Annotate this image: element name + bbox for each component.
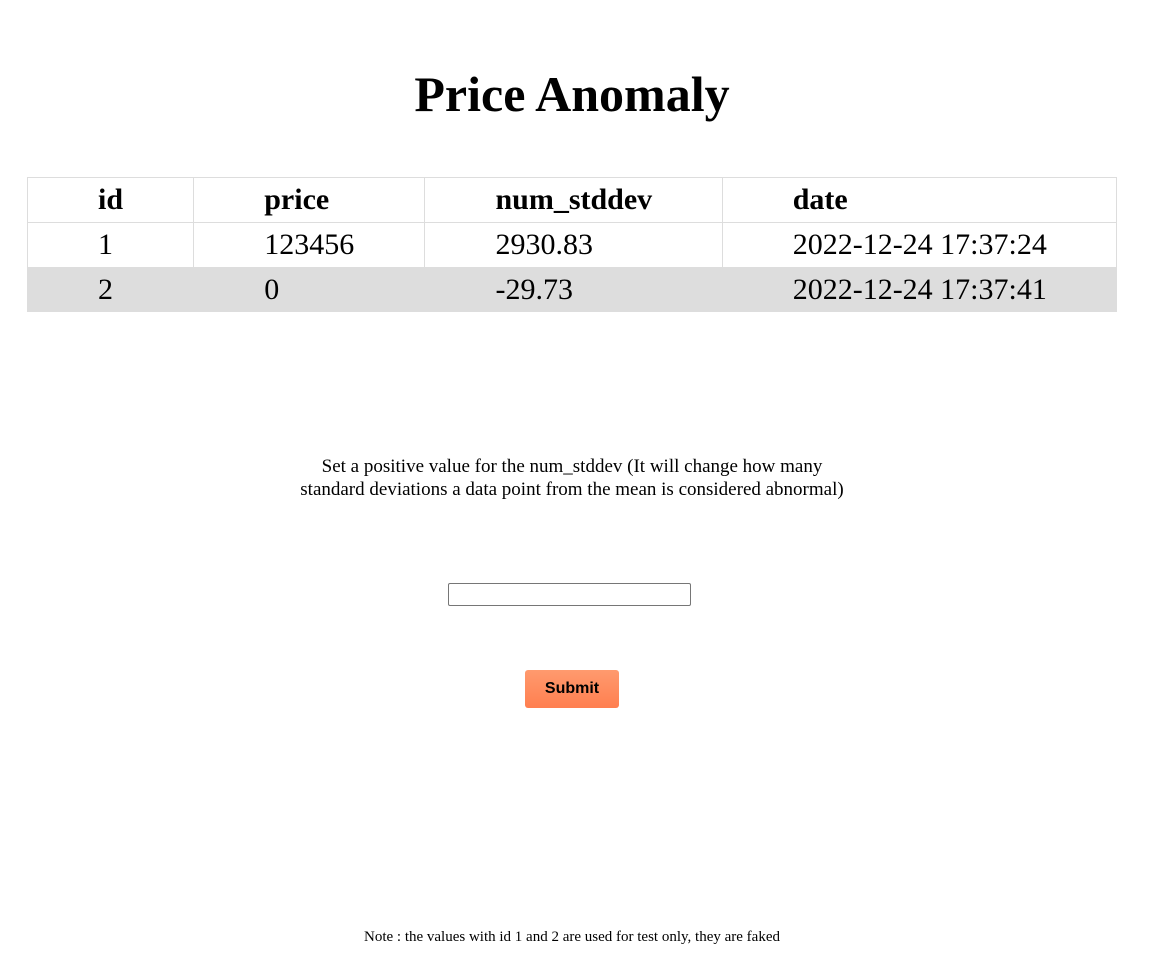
cell-id: 1	[27, 222, 195, 268]
cell-num-stddev: 2930.83	[424, 222, 723, 268]
submit-button[interactable]: Submit	[525, 670, 619, 708]
num-stddev-input[interactable]	[448, 583, 691, 606]
table-row: 1 123456 2930.83 2022-12-24 17:37:24	[27, 222, 1118, 268]
cell-date: 2022-12-24 17:37:41	[722, 267, 1118, 312]
cell-id: 2	[27, 267, 195, 312]
table-row: 2 0 -29.73 2022-12-24 17:37:41	[27, 267, 1118, 312]
cell-price: 123456	[193, 222, 426, 268]
table-header-row: id price num_stddev date	[27, 177, 1118, 223]
footer-note: Note : the values with id 1 and 2 are us…	[364, 929, 780, 945]
column-header-price: price	[193, 177, 426, 223]
cell-price: 0	[193, 267, 426, 312]
column-header-num-stddev: num_stddev	[424, 177, 723, 223]
cell-num-stddev: -29.73	[424, 267, 723, 312]
num-stddev-instruction: Set a positive value for the num_stddev …	[300, 456, 844, 500]
column-header-id: id	[27, 177, 195, 223]
anomaly-table: id price num_stddev date 1 123456 2930.8…	[27, 177, 1118, 312]
cell-date: 2022-12-24 17:37:24	[722, 222, 1118, 268]
column-header-date: date	[722, 177, 1118, 223]
page-title: Price Anomaly	[414, 66, 730, 122]
